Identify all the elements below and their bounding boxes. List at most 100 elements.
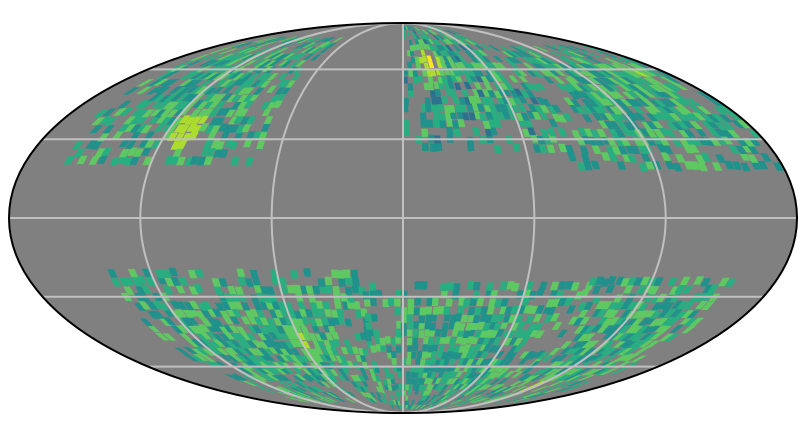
data-pixel: [691, 112, 707, 121]
data-pixel: [403, 119, 410, 128]
data-pixel: [168, 86, 184, 94]
data-pixel: [314, 318, 324, 327]
data-pixel: [453, 128, 462, 137]
data-pixel: [412, 69, 418, 77]
data-pixel: [577, 128, 589, 136]
data-pixel: [203, 100, 216, 108]
data-pixel: [417, 39, 423, 45]
data-pixel: [392, 400, 397, 405]
data-pixel: [575, 56, 594, 63]
data-pixel: [495, 351, 505, 358]
data-pixel: [289, 317, 299, 326]
data-pixel: [616, 161, 627, 170]
data-pixel: [431, 44, 439, 51]
data-pixel: [523, 351, 536, 359]
data-pixel: [331, 37, 344, 43]
data-pixel: [380, 398, 387, 403]
data-pixel: [433, 120, 441, 128]
data-pixel: [169, 300, 181, 309]
data-pixel: [449, 111, 458, 119]
data-pixel: [266, 85, 277, 93]
data-pixel: [645, 309, 658, 317]
data-pixel: [501, 88, 512, 96]
data-pixel: [450, 378, 459, 385]
data-pixel: [122, 116, 137, 125]
data-pixel: [213, 94, 226, 102]
data-pixel: [614, 347, 630, 355]
data-pixel: [123, 277, 135, 286]
data-pixel: [650, 120, 664, 128]
data-pixel: [696, 106, 712, 114]
data-pixel: [423, 377, 430, 384]
data-pixel: [633, 112, 647, 121]
data-pixel: [407, 83, 414, 91]
data-pixel: [681, 120, 695, 129]
data-pixel: [162, 333, 177, 341]
data-pixel: [564, 347, 577, 355]
data-pixel: [183, 117, 196, 125]
data-pixel: [621, 128, 633, 137]
data-pixel: [309, 302, 319, 311]
data-pixel: [123, 157, 134, 166]
data-pixel: [218, 278, 228, 287]
data-pixel: [479, 378, 490, 385]
data-pixel: [434, 89, 442, 97]
data-pixel: [446, 282, 454, 291]
data-pixel: [438, 112, 446, 121]
data-pixel: [242, 348, 256, 356]
data-pixel: [445, 298, 453, 307]
data-pixel: [169, 93, 184, 102]
data-pixel: [187, 80, 203, 87]
data-pixel: [481, 337, 491, 345]
data-pixel: [685, 98, 702, 106]
data-pixel: [149, 108, 163, 117]
data-pixel: [736, 120, 752, 129]
data-pixel: [443, 313, 451, 322]
data-pixel: [278, 381, 293, 388]
data-pixel: [178, 78, 195, 86]
data-pixel: [458, 97, 467, 105]
data-pixel: [440, 282, 448, 292]
data-pixel: [365, 322, 373, 330]
data-pixel: [240, 54, 257, 61]
data-pixel: [294, 37, 312, 43]
data-pixel: [601, 318, 614, 327]
data-pixel: [489, 359, 500, 366]
data-pixel: [547, 380, 566, 387]
data-pixel: [259, 317, 270, 326]
data-pixel: [675, 113, 690, 121]
data-pixel: [333, 300, 342, 309]
data-pixel: [361, 380, 369, 387]
data-pixel: [325, 285, 333, 294]
data-pixel: [151, 140, 163, 149]
data-pixel: [284, 54, 298, 61]
data-pixel: [437, 390, 446, 396]
data-pixel: [415, 44, 421, 50]
data-pixel: [567, 91, 580, 100]
data-pixel: [251, 276, 261, 286]
data-pixel: [645, 129, 658, 138]
data-pixel: [185, 94, 200, 102]
data-pixel: [88, 156, 100, 165]
data-pixel: [467, 384, 479, 391]
data-pixel: [203, 140, 214, 149]
data-pixel: [267, 100, 278, 108]
data-pixel: [735, 145, 748, 154]
data-pixel: [414, 56, 420, 63]
data-pixel: [214, 117, 226, 126]
data-pixel: [354, 386, 363, 392]
data-pixel: [423, 62, 430, 70]
data-pixel: [428, 61, 435, 68]
data-pixel: [169, 156, 180, 165]
data-pixel: [162, 286, 174, 295]
data-pixel: [428, 44, 435, 51]
data-pixel: [273, 332, 284, 340]
data-pixel: [431, 399, 441, 405]
data-pixel: [206, 73, 222, 81]
data-pixel: [471, 69, 481, 77]
data-pixel: [296, 332, 306, 341]
data-pixel: [292, 324, 303, 333]
data-pixel: [303, 47, 317, 53]
data-pixel: [453, 55, 463, 62]
data-pixel: [119, 108, 134, 116]
